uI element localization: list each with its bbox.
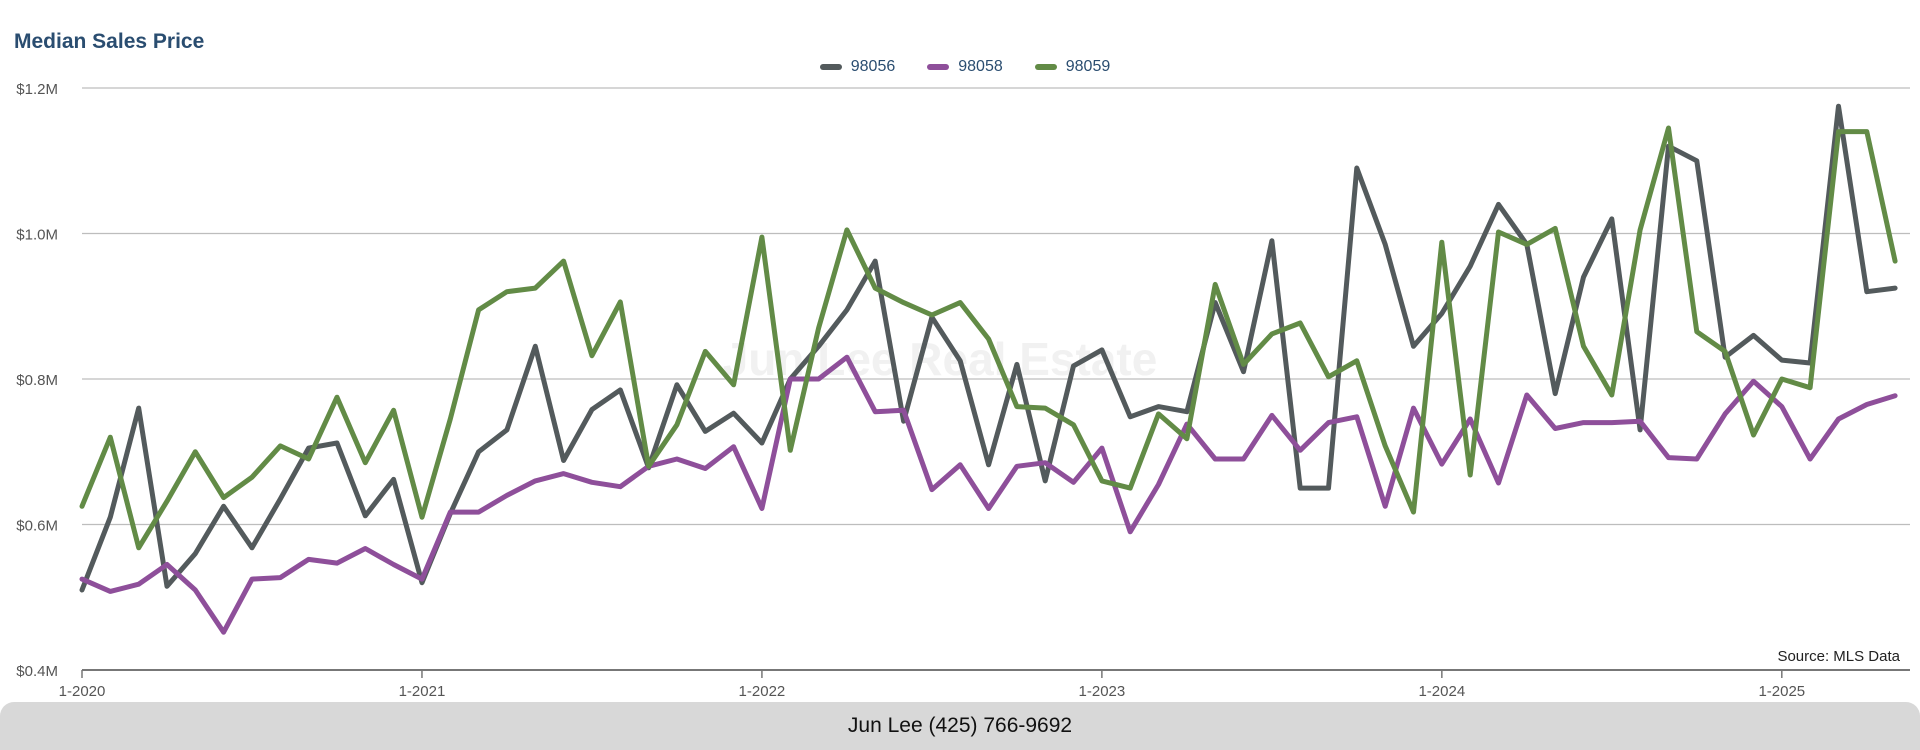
y-tick-label: $0.8M xyxy=(16,372,58,389)
series-lines xyxy=(79,103,1898,635)
y-tick-label: $0.4M xyxy=(16,663,58,680)
x-tick-label: 1-2024 xyxy=(1418,683,1465,700)
x-axis: 1-2020 1-2021 1-2022 1-2023 1-2024 1-2025 xyxy=(59,670,1805,700)
chart-legend: 98056 98058 98059 xyxy=(0,58,1920,76)
y-axis: $0.4M $0.6M $0.8M $1.0M $1.2M xyxy=(16,81,58,680)
x-tick-label: 1-2022 xyxy=(739,683,786,700)
x-tick-label: 1-2025 xyxy=(1758,683,1805,700)
x-tick-label: 1-2023 xyxy=(1079,683,1126,700)
legend-swatch-98056 xyxy=(819,64,842,70)
legend-item-98059[interactable]: 98059 xyxy=(1034,58,1111,76)
x-tick-label: 1-2020 xyxy=(59,683,106,700)
chart-title: Median Sales Price xyxy=(14,30,205,53)
legend-swatch-98059 xyxy=(1034,64,1057,70)
series-line-98059[interactable] xyxy=(79,125,1898,551)
series-line-98056[interactable] xyxy=(79,103,1898,593)
legend-label-98059: 98059 xyxy=(1065,58,1111,75)
source-label: Source: MLS Data xyxy=(1777,648,1900,665)
legend-label-98058: 98058 xyxy=(958,58,1003,75)
footer-contact: Jun Lee (425) 766-9692 xyxy=(0,702,1920,750)
y-tick-label: $1.0M xyxy=(16,227,58,244)
legend-item-98058[interactable]: 98058 xyxy=(927,58,1003,76)
y-tick-label: $0.6M xyxy=(16,518,58,535)
series-line-98058[interactable] xyxy=(79,354,1898,635)
legend-item-98056[interactable]: 98056 xyxy=(819,58,896,76)
legend-label-98056: 98056 xyxy=(850,58,896,75)
legend-swatch-98058 xyxy=(927,64,950,70)
x-tick-label: 1-2021 xyxy=(399,683,446,700)
line-chart: Jun Lee Real Estate $0.4M $0.6M $0.8M $1.0M… xyxy=(16,81,1910,700)
grid-lines xyxy=(82,87,1910,671)
watermark-text: Jun Lee Real Estate xyxy=(723,333,1158,385)
y-tick-label: $1.2M xyxy=(16,81,58,98)
